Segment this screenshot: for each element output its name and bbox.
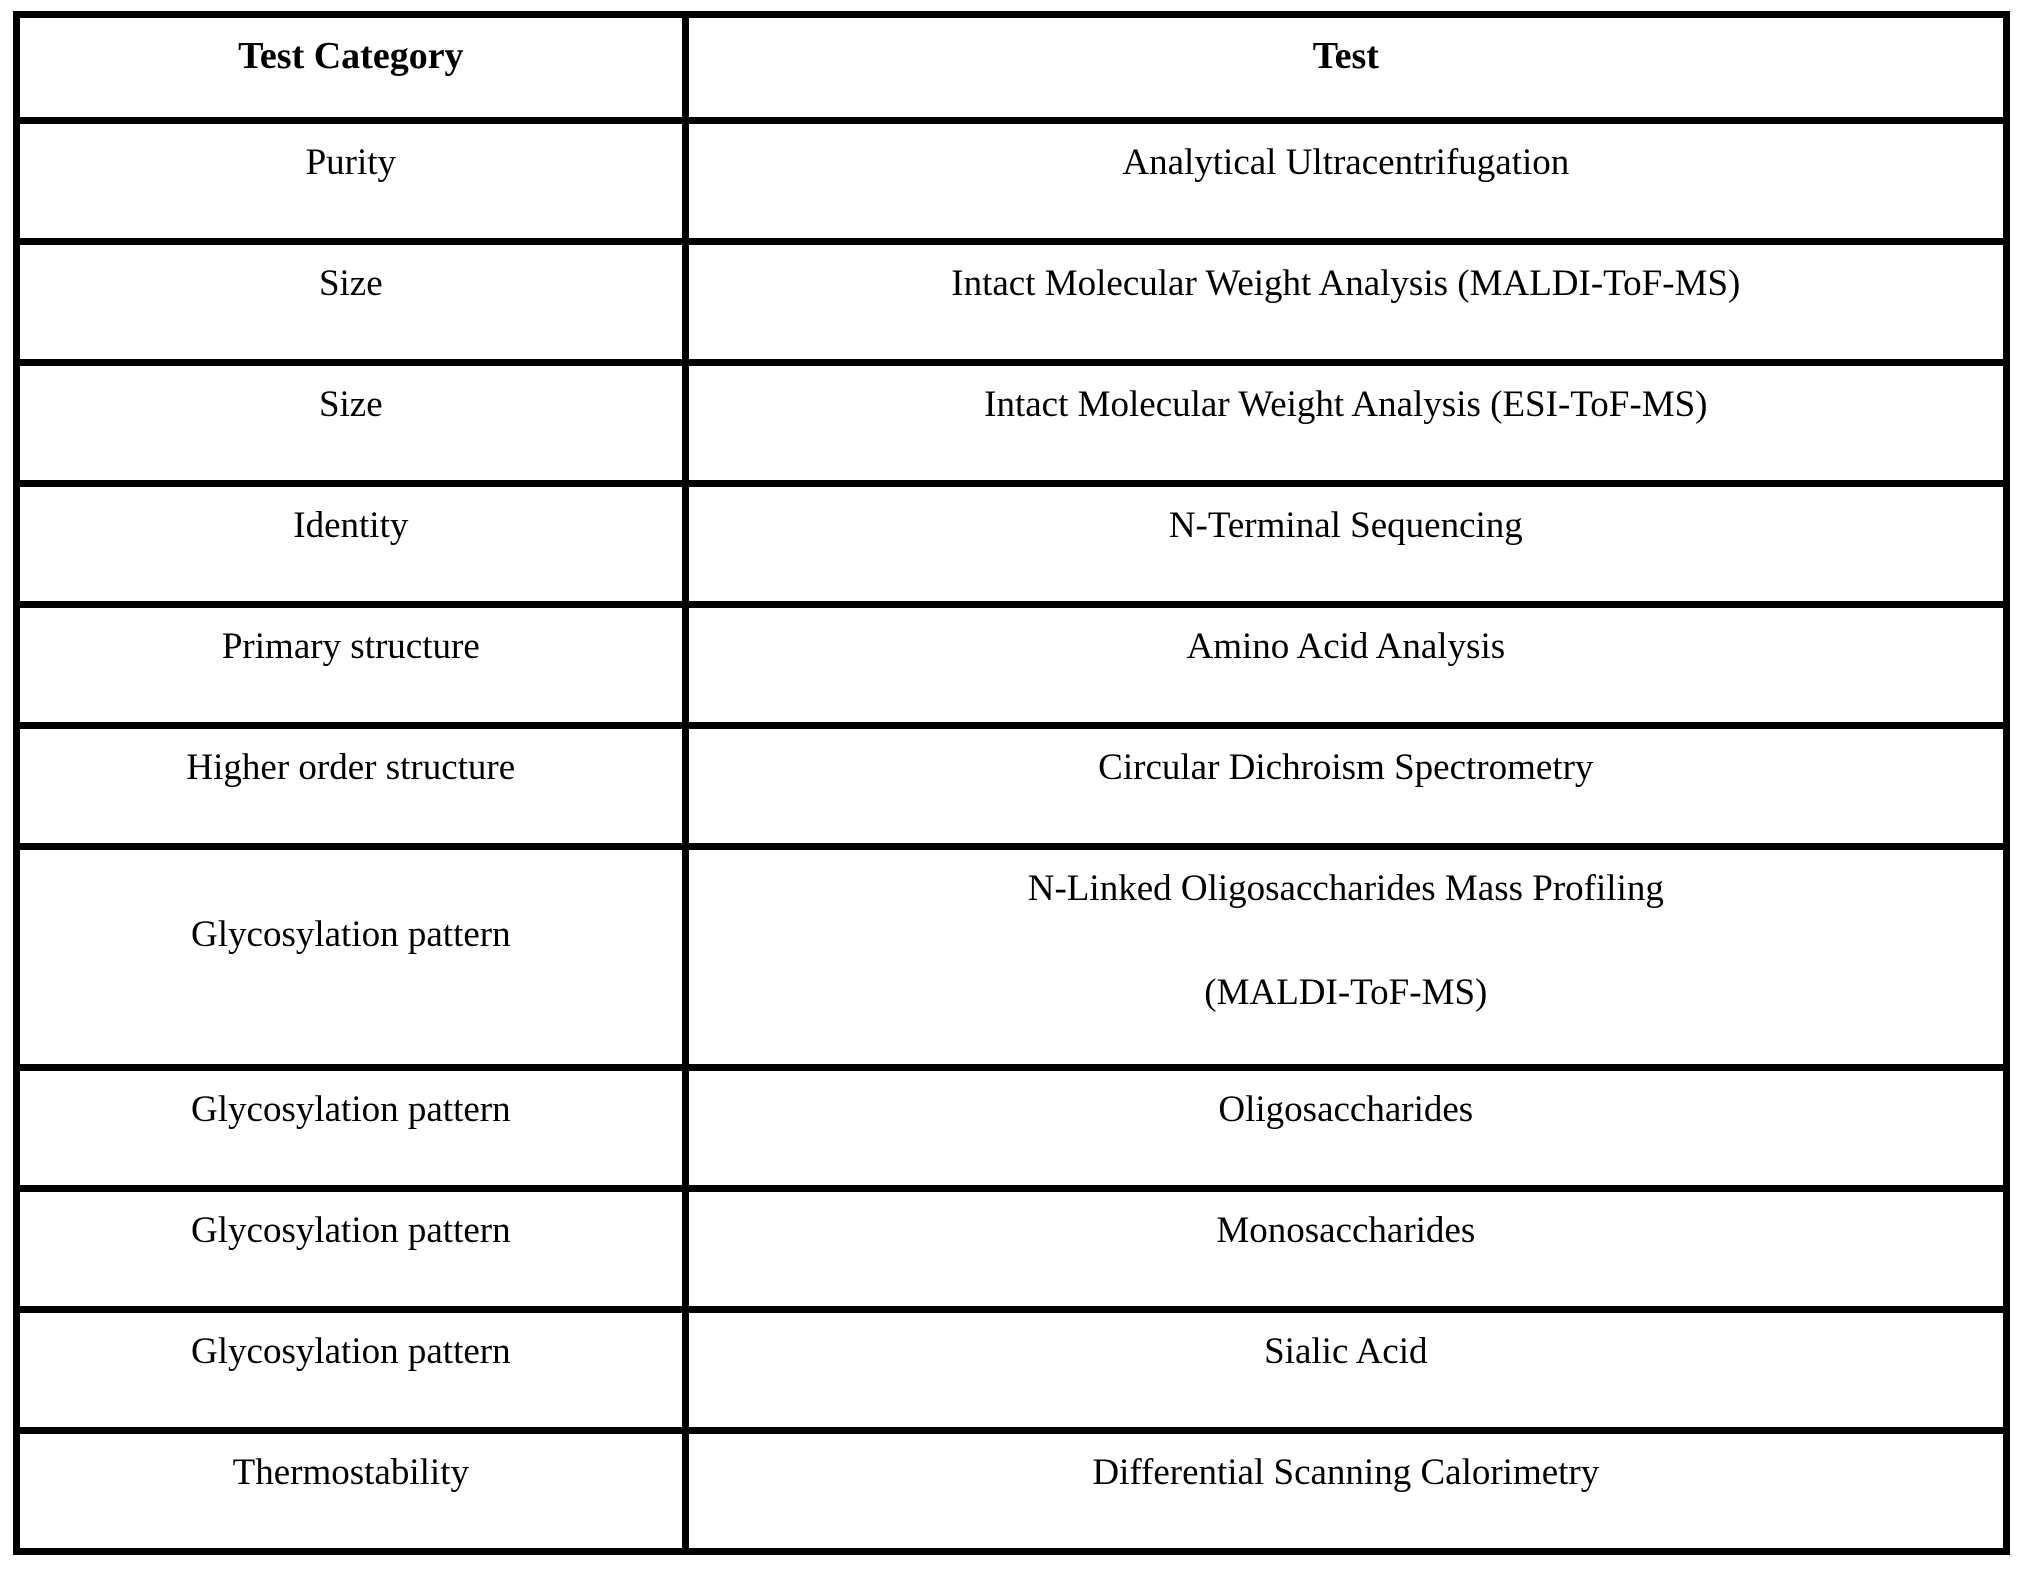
cell-test: Circular Dichroism Spectrometry bbox=[681, 722, 2011, 851]
table-row: Primary structure Amino Acid Analysis bbox=[13, 601, 2011, 730]
cell-category: Glycosylation pattern bbox=[13, 1184, 689, 1313]
table-row: Glycosylation pattern Sialic Acid bbox=[13, 1305, 2011, 1434]
cell-category: Size bbox=[13, 238, 689, 367]
analytical-tests-table: Test Category Test Purity Analytical Ult… bbox=[13, 11, 2011, 1556]
table-row: Size Intact Molecular Weight Analysis (M… bbox=[13, 238, 2011, 367]
cell-category: Glycosylation pattern bbox=[13, 843, 689, 1071]
cell-category: Size bbox=[13, 359, 689, 488]
cell-test: Differential Scanning Calorimetry bbox=[681, 1426, 2011, 1556]
table-row: Higher order structure Circular Dichrois… bbox=[13, 722, 2011, 851]
header-test-category: Test Category bbox=[13, 11, 689, 124]
table-row: Glycosylation pattern Oligosaccharides bbox=[13, 1063, 2011, 1192]
cell-test: Monosaccharides bbox=[681, 1184, 2011, 1313]
cell-category: Identity bbox=[13, 480, 689, 609]
cell-category: Thermostability bbox=[13, 1426, 689, 1556]
cell-test-line-2: (MALDI-ToF-MS) bbox=[1204, 972, 1488, 1014]
cell-test: Sialic Acid bbox=[681, 1305, 2011, 1434]
cell-test: Intact Molecular Weight Analysis (MALDI-… bbox=[681, 238, 2011, 367]
table-row: Thermostability Differential Scanning Ca… bbox=[13, 1426, 2011, 1556]
cell-category: Primary structure bbox=[13, 601, 689, 730]
cell-category: Higher order structure bbox=[13, 722, 689, 851]
cell-test: Analytical Ultracentrifugation bbox=[681, 116, 2011, 246]
cell-category: Glycosylation pattern bbox=[13, 1063, 689, 1192]
table-row: Size Intact Molecular Weight Analysis (E… bbox=[13, 359, 2011, 488]
table-row: Purity Analytical Ultracentrifugation bbox=[13, 116, 2011, 246]
table-row: Glycosylation pattern Monosaccharides bbox=[13, 1184, 2011, 1313]
cell-test-line-1: N-Linked Oligosaccharides Mass Profiling bbox=[1027, 868, 1664, 910]
table-row: Identity N-Terminal Sequencing bbox=[13, 480, 2011, 609]
cell-test: Oligosaccharides bbox=[681, 1063, 2011, 1192]
cell-test: N-Terminal Sequencing bbox=[681, 480, 2011, 609]
cell-test: Amino Acid Analysis bbox=[681, 601, 2011, 730]
cell-category: Glycosylation pattern bbox=[13, 1305, 689, 1434]
header-test: Test bbox=[681, 11, 2011, 124]
table-header-row: Test Category Test bbox=[13, 11, 2011, 124]
cell-test: N-Linked Oligosaccharides Mass Profiling… bbox=[681, 843, 2011, 1071]
cell-test: Intact Molecular Weight Analysis (ESI-To… bbox=[681, 359, 2011, 488]
table-row: Glycosylation pattern N-Linked Oligosacc… bbox=[13, 843, 2011, 1071]
cell-category: Purity bbox=[13, 116, 689, 246]
